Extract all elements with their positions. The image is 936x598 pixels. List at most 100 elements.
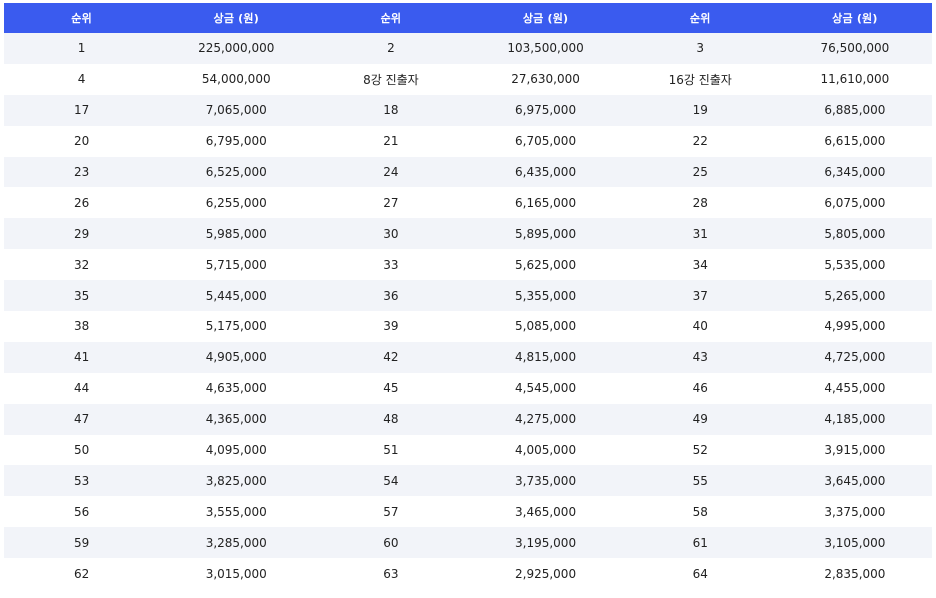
rank-cell: 50 xyxy=(4,434,160,466)
table-header: 순위 상금 (원) 순위 상금 (원) 순위 상금 (원) xyxy=(4,3,932,33)
rank-cell: 1 xyxy=(4,33,160,64)
rank-cell: 31 xyxy=(622,218,778,250)
rank-cell: 43 xyxy=(622,341,778,373)
rank-cell: 38 xyxy=(4,311,160,342)
rank-cell: 28 xyxy=(622,187,778,219)
rank-cell: 17 xyxy=(4,94,160,126)
header-rank-1: 순위 xyxy=(4,3,160,33)
rank-cell: 57 xyxy=(313,496,469,528)
prize-cell: 6,345,000 xyxy=(777,156,932,188)
prize-cell: 4,455,000 xyxy=(777,372,932,404)
prize-cell: 103,500,000 xyxy=(468,33,623,64)
prize-cell: 6,615,000 xyxy=(777,125,932,157)
rank-cell: 61 xyxy=(622,527,778,559)
table-row: 17 7,065,000 18 6,975,000 19 6,885,000 xyxy=(4,94,932,126)
rank-cell: 2 xyxy=(313,33,469,64)
table-row: 62 3,015,000 63 2,925,000 64 2,835,000 xyxy=(4,558,932,590)
rank-cell: 19 xyxy=(622,94,778,126)
header-prize-2: 상금 (원) xyxy=(468,3,623,33)
prize-cell: 76,500,000 xyxy=(777,33,932,64)
prize-cell: 6,255,000 xyxy=(159,187,314,219)
prize-cell: 4,905,000 xyxy=(159,341,314,373)
table-row: 47 4,365,000 48 4,275,000 49 4,185,000 xyxy=(4,403,932,435)
prize-cell: 3,285,000 xyxy=(159,527,314,559)
rank-cell: 27 xyxy=(313,187,469,219)
prize-cell: 5,715,000 xyxy=(159,249,314,281)
rank-cell: 4 xyxy=(4,63,160,95)
header-row: 순위 상금 (원) 순위 상금 (원) 순위 상금 (원) xyxy=(4,3,932,33)
rank-cell: 63 xyxy=(313,558,469,590)
prize-cell: 6,705,000 xyxy=(468,125,623,157)
table-body: 1 225,000,000 2 103,500,000 3 76,500,000 4 54,0… xyxy=(4,33,932,590)
prize-cell: 4,185,000 xyxy=(777,403,932,435)
prize-cell: 5,985,000 xyxy=(159,218,314,250)
prize-cell: 3,825,000 xyxy=(159,465,314,497)
rank-cell: 49 xyxy=(622,403,778,435)
prize-cell: 6,885,000 xyxy=(777,94,932,126)
table-row: 56 3,555,000 57 3,465,000 58 3,375,000 xyxy=(4,496,932,528)
prize-cell: 5,895,000 xyxy=(468,218,623,250)
table-row: 50 4,095,000 51 4,005,000 52 3,915,000 xyxy=(4,434,932,466)
table-row: 35 5,445,000 36 5,355,000 37 5,265,000 xyxy=(4,280,932,312)
prize-cell: 225,000,000 xyxy=(159,33,314,64)
prize-cell: 2,835,000 xyxy=(777,558,932,590)
rank-cell: 35 xyxy=(4,280,160,312)
prize-cell: 4,005,000 xyxy=(468,434,623,466)
rank-cell: 30 xyxy=(313,218,469,250)
rank-cell: 36 xyxy=(313,280,469,312)
prize-cell: 3,915,000 xyxy=(777,434,932,466)
prize-cell: 3,015,000 xyxy=(159,558,314,590)
rank-cell: 25 xyxy=(622,156,778,188)
rank-cell: 47 xyxy=(4,403,160,435)
rank-cell: 3 xyxy=(622,33,778,64)
header-rank-3: 순위 xyxy=(622,3,778,33)
rank-cell: 56 xyxy=(4,496,160,528)
rank-cell: 39 xyxy=(313,311,469,342)
rank-cell: 64 xyxy=(622,558,778,590)
table-row: 53 3,825,000 54 3,735,000 55 3,645,000 xyxy=(4,465,932,497)
rank-cell: 26 xyxy=(4,187,160,219)
rank-cell: 59 xyxy=(4,527,160,559)
table-row: 41 4,905,000 42 4,815,000 43 4,725,000 xyxy=(4,341,932,373)
rank-cell: 22 xyxy=(622,125,778,157)
prize-cell: 5,625,000 xyxy=(468,249,623,281)
rank-cell: 24 xyxy=(313,156,469,188)
prize-cell: 4,635,000 xyxy=(159,372,314,404)
prize-cell: 3,645,000 xyxy=(777,465,932,497)
rank-cell: 46 xyxy=(622,372,778,404)
rank-cell: 37 xyxy=(622,280,778,312)
table-row: 29 5,985,000 30 5,895,000 31 5,805,000 xyxy=(4,218,932,250)
prize-cell: 5,175,000 xyxy=(159,311,314,342)
rank-cell: 16강 진출자 xyxy=(622,63,778,95)
prize-cell: 4,095,000 xyxy=(159,434,314,466)
rank-cell: 44 xyxy=(4,372,160,404)
table-row: 23 6,525,000 24 6,435,000 25 6,345,000 xyxy=(4,156,932,188)
rank-cell: 60 xyxy=(313,527,469,559)
prize-cell: 5,445,000 xyxy=(159,280,314,312)
rank-cell: 52 xyxy=(622,434,778,466)
rank-cell: 51 xyxy=(313,434,469,466)
rank-cell: 62 xyxy=(4,558,160,590)
header-rank-2: 순위 xyxy=(313,3,469,33)
rank-cell: 18 xyxy=(313,94,469,126)
rank-cell: 41 xyxy=(4,341,160,373)
prize-cell: 2,925,000 xyxy=(468,558,623,590)
prize-cell: 4,815,000 xyxy=(468,341,623,373)
prize-cell: 7,065,000 xyxy=(159,94,314,126)
prize-cell: 5,265,000 xyxy=(777,280,932,312)
prize-cell: 4,275,000 xyxy=(468,403,623,435)
prize-cell: 5,535,000 xyxy=(777,249,932,281)
table-row: 20 6,795,000 21 6,705,000 22 6,615,000 xyxy=(4,125,932,157)
rank-cell: 48 xyxy=(313,403,469,435)
rank-cell: 32 xyxy=(4,249,160,281)
table-row: 59 3,285,000 60 3,195,000 61 3,105,000 xyxy=(4,527,932,559)
rank-cell: 20 xyxy=(4,125,160,157)
prize-cell: 54,000,000 xyxy=(159,63,314,95)
rank-cell: 42 xyxy=(313,341,469,373)
prize-cell: 3,195,000 xyxy=(468,527,623,559)
rank-cell: 33 xyxy=(313,249,469,281)
prize-table: 순위 상금 (원) 순위 상금 (원) 순위 상금 (원) 1 225,000,0… xyxy=(4,3,932,590)
prize-cell: 4,725,000 xyxy=(777,341,932,373)
table-row: 32 5,715,000 33 5,625,000 34 5,535,000 xyxy=(4,249,932,281)
prize-cell: 6,435,000 xyxy=(468,156,623,188)
